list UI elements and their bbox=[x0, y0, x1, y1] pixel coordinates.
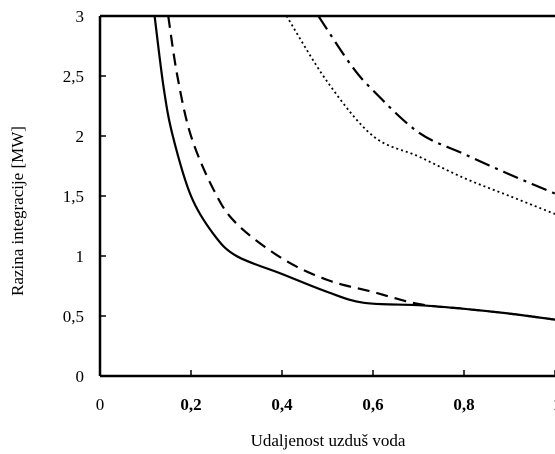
x-tick-label: 0 bbox=[96, 395, 105, 414]
x-axis-title: Udaljenost uzduš voda bbox=[251, 431, 406, 450]
series-line-dotted bbox=[285, 16, 555, 215]
x-tick-label: 0,4 bbox=[271, 395, 293, 414]
y-tick-label: 1 bbox=[76, 247, 85, 266]
y-tick-label: 3 bbox=[76, 7, 85, 26]
x-tick-label: 0,2 bbox=[180, 395, 201, 414]
y-tick-label: 0,5 bbox=[63, 307, 84, 326]
y-axis-title: Razina integracije [MW] bbox=[8, 126, 27, 296]
axis-layer bbox=[98, 14, 555, 378]
y-tick-label: 0 bbox=[76, 367, 85, 386]
y-tick-label: 1,5 bbox=[63, 187, 84, 206]
x-tick-label: 1 bbox=[553, 395, 555, 414]
series-line-dashed bbox=[167, 16, 555, 321]
tick-layer: 0 0,5 1 1,5 2 2,5 3 0 0,2 0,4 0,6 0,8 1 bbox=[63, 7, 555, 414]
series-line-solid bbox=[153, 16, 555, 321]
x-tick-label: 0,8 bbox=[453, 395, 474, 414]
x-tick-label: 0,6 bbox=[362, 395, 383, 414]
y-tick-label: 2 bbox=[76, 127, 85, 146]
series-line-dashdot bbox=[317, 16, 555, 195]
series-layer bbox=[153, 16, 555, 321]
y-tick-label: 2,5 bbox=[63, 67, 84, 86]
